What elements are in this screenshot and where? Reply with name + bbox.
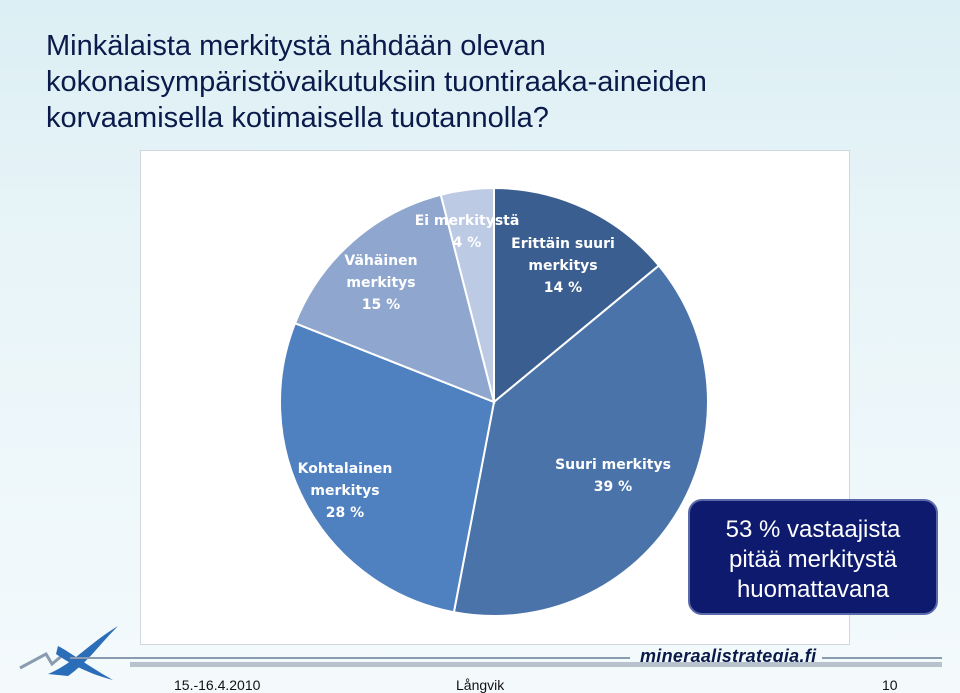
- callout-line: 53 % vastaajista: [725, 516, 901, 543]
- brand-divider: [70, 657, 630, 659]
- footer-divider: [130, 662, 942, 667]
- callout-line: pitää merkitystä: [728, 546, 898, 573]
- title-line: Minkälaista merkitystä nähdään olevan: [46, 30, 546, 62]
- pie-slice: [493, 186, 661, 405]
- callout-line: huomattavana: [736, 576, 890, 603]
- page-number: 10: [882, 677, 898, 693]
- pie-slice: [452, 264, 709, 617]
- slice-label: Kohtalainen merkitys 28 %: [298, 461, 393, 521]
- slice-label: Vähäinen merkitys 15 %: [344, 253, 417, 313]
- title-line: kokonaisympäristövaikutuksiin tuontiraak…: [46, 66, 707, 98]
- pie-slice: [439, 186, 495, 403]
- footer-date: 15.-16.4.2010: [174, 677, 261, 693]
- pie-chart: Erittäin suuri merkitys 14 % Suuri merkitys…: [279, 186, 709, 617]
- logo-icon: [19, 626, 118, 680]
- brand-divider: [822, 657, 942, 659]
- slice-label: Ei merkitystä 4 %: [415, 213, 520, 251]
- brand-link[interactable]: mineraalistrategia.fi: [640, 646, 817, 666]
- pie-chart-panel: Erittäin suuri merkitys 14 % Suuri merkitys…: [140, 150, 850, 645]
- pie-slice: [279, 321, 496, 614]
- slice-label: Suuri merkitys 39 %: [555, 457, 671, 495]
- pie-slice: [293, 193, 496, 404]
- slice-label: Erittäin suuri merkitys 14 %: [511, 236, 615, 296]
- footer-author: Långvik: [456, 677, 505, 693]
- slide-title: Minkälaista merkitystä nähdään olevan ko…: [46, 28, 926, 136]
- title-line: korvaamisella kotimaisella tuotannolla?: [46, 102, 549, 134]
- summary-callout: 53 % vastaajista pitää merkitystä huomat…: [688, 499, 938, 615]
